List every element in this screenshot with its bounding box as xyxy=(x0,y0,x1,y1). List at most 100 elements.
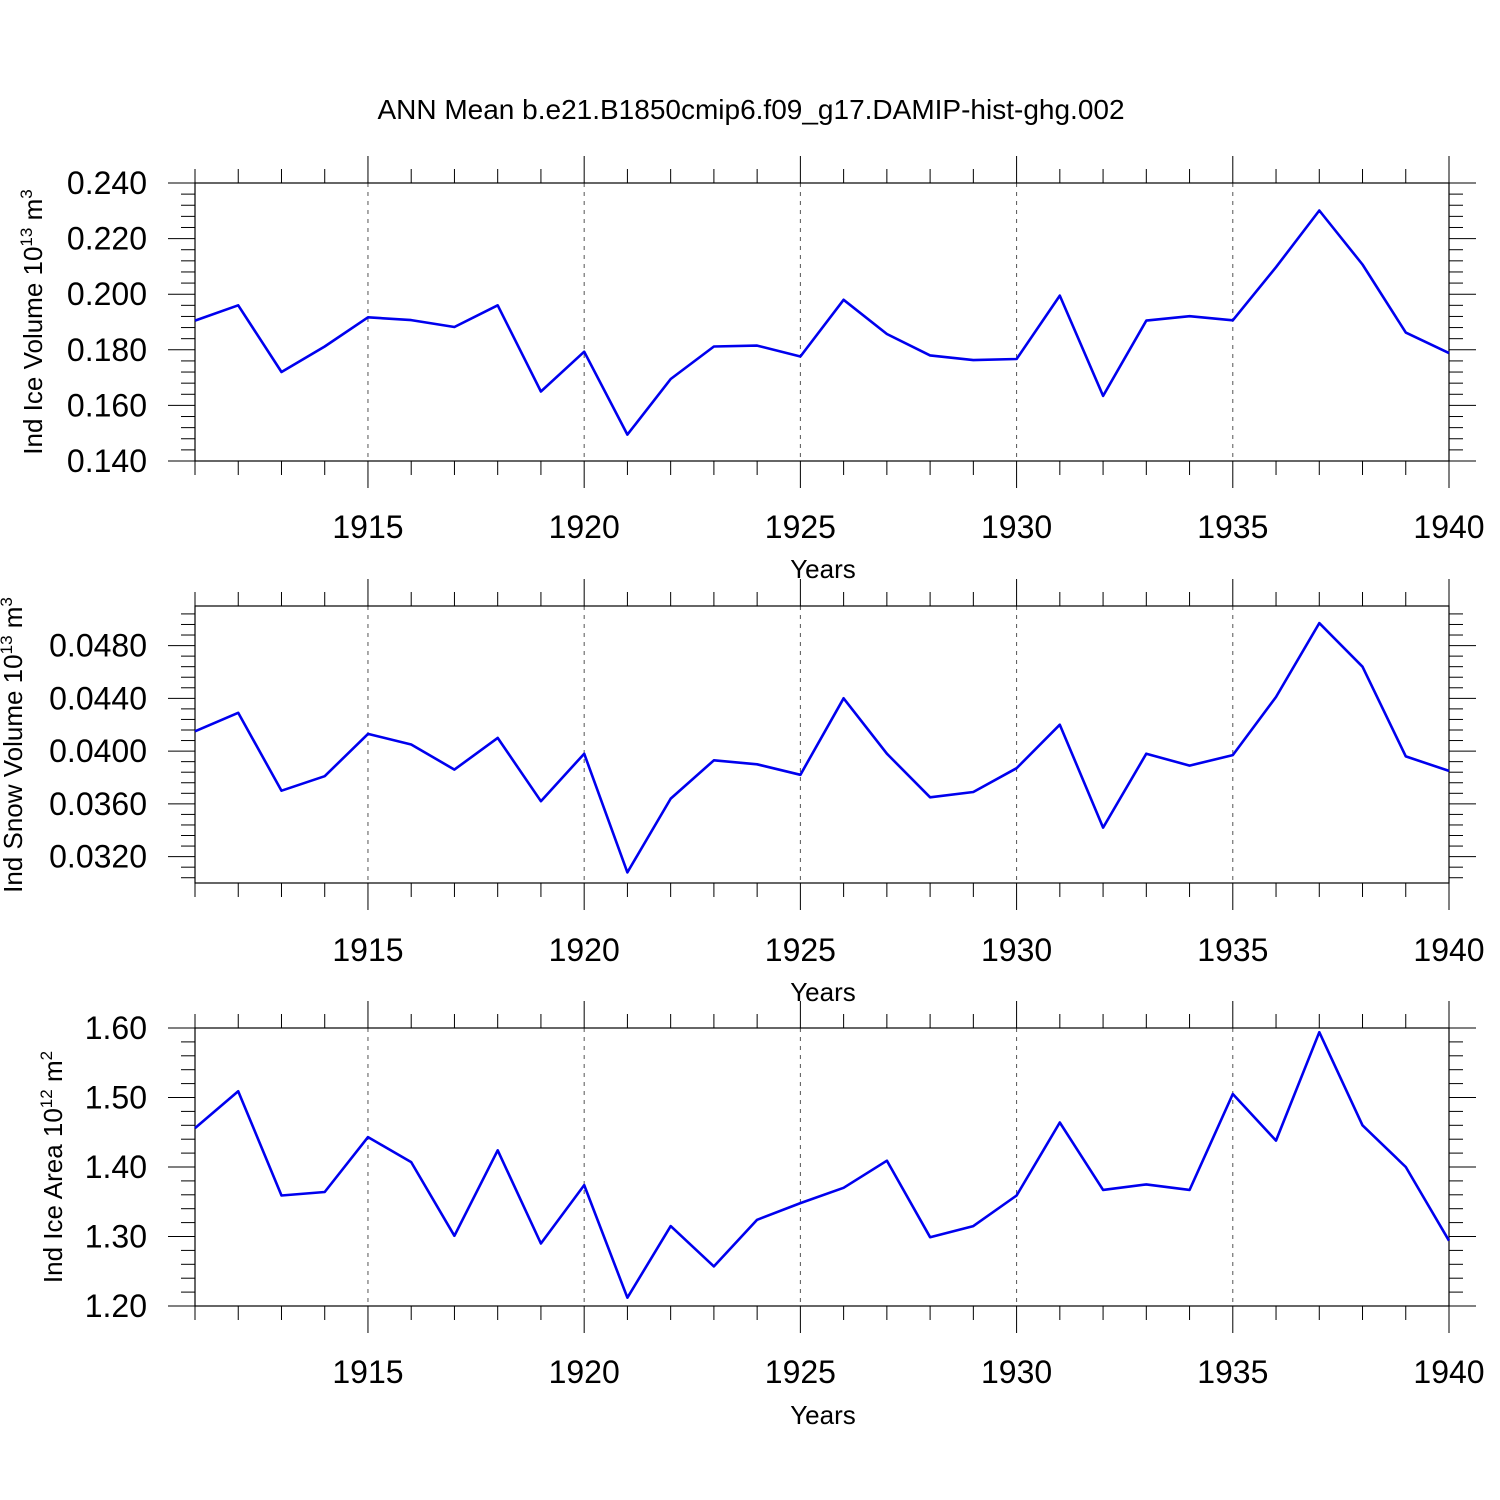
data-point xyxy=(756,344,759,347)
data-point xyxy=(1275,1139,1278,1142)
data-point xyxy=(496,1149,499,1152)
data-point xyxy=(886,1159,889,1162)
y-tick-label: 0.220 xyxy=(67,221,147,257)
x-tick-label: 1920 xyxy=(549,1354,620,1390)
y-tick-label: 1.40 xyxy=(85,1149,147,1185)
y-tick-label: 1.60 xyxy=(85,1010,147,1046)
data-point xyxy=(237,1090,240,1093)
y-axis-label-exponent: 13 xyxy=(17,228,36,247)
y-axis-label-unit-exponent: 2 xyxy=(37,1051,56,1060)
data-point xyxy=(367,1136,370,1139)
data-point xyxy=(1231,319,1234,322)
chart-panel-2: 0.0320 0.0360 0.0400 0.0440 0.0480 1915 1920 19… xyxy=(0,579,1485,1007)
y-tick-label: 0.240 xyxy=(67,165,147,201)
y-tick-label: 0.180 xyxy=(67,332,147,368)
data-point xyxy=(1361,1124,1364,1127)
data-point xyxy=(1448,770,1451,773)
data-point xyxy=(886,333,889,336)
y-tick-label: 0.140 xyxy=(67,443,147,479)
y-tick-label: 0.0440 xyxy=(49,680,147,716)
data-point xyxy=(194,730,197,733)
data-point xyxy=(1318,209,1321,212)
data-point xyxy=(496,737,499,740)
y-axis-label-text: Ind Ice Area 10 xyxy=(38,1108,68,1283)
data-point xyxy=(1231,754,1234,757)
data-point xyxy=(756,763,759,766)
data-point xyxy=(367,733,370,736)
y-axis-label-text: Ind Ice Volume 10 xyxy=(18,247,48,455)
data-point xyxy=(1404,331,1407,334)
data-point xyxy=(756,1219,759,1222)
data-point xyxy=(972,359,975,362)
data-point xyxy=(972,1225,975,1228)
data-point xyxy=(410,743,413,746)
x-tick-label: 1925 xyxy=(765,1354,836,1390)
data-point xyxy=(1145,319,1148,322)
y-axis-label: Ind Ice Area 1012 m2 xyxy=(37,1051,68,1283)
data-point xyxy=(1102,395,1105,398)
data-point xyxy=(1361,665,1364,668)
y-axis-label-unit-exponent: 3 xyxy=(17,189,36,198)
data-point xyxy=(496,304,499,307)
data-point xyxy=(929,796,932,799)
chart-panel-1: 0.140 0.160 0.180 0.200 0.220 0.240 1915 1920 19… xyxy=(17,156,1485,584)
data-point xyxy=(540,1242,543,1245)
data-point xyxy=(799,355,802,358)
x-tick-label: 1930 xyxy=(981,932,1052,968)
data-point xyxy=(1448,352,1451,355)
data-point xyxy=(1188,315,1191,318)
data-point xyxy=(194,1127,197,1130)
x-tick-label: 1935 xyxy=(1197,1354,1268,1390)
data-point xyxy=(626,433,629,436)
y-tick-label: 0.160 xyxy=(67,387,147,423)
series-line xyxy=(194,1030,1451,1299)
y-axis-label-unit: m xyxy=(18,199,48,228)
data-point xyxy=(1404,1166,1407,1169)
y-tick-label: 1.30 xyxy=(85,1219,147,1255)
data-point xyxy=(453,768,456,771)
series-line xyxy=(194,621,1450,874)
data-point xyxy=(1188,1189,1191,1192)
data-point xyxy=(367,316,370,319)
panels: 0.140 0.160 0.180 0.200 0.220 0.240 1915 1920 19… xyxy=(0,156,1485,1430)
x-tick-label: 1940 xyxy=(1413,509,1484,545)
data-point xyxy=(626,1296,629,1299)
data-point xyxy=(713,759,716,762)
data-point xyxy=(886,752,889,755)
x-tick-label: 1940 xyxy=(1413,1354,1484,1390)
data-point xyxy=(323,345,326,348)
figure-title: ANN Mean b.e21.B1850cmip6.f09_g17.DAMIP-… xyxy=(377,94,1124,125)
data-point xyxy=(583,350,586,353)
data-point xyxy=(453,1235,456,1238)
data-point xyxy=(842,697,845,700)
x-axis-label: Years xyxy=(790,554,856,584)
data-point xyxy=(1059,723,1062,726)
data-point xyxy=(1102,1189,1105,1192)
x-tick-label: 1935 xyxy=(1197,509,1268,545)
data-point xyxy=(280,1194,283,1197)
data-point xyxy=(1448,1239,1451,1242)
x-tick-label: 1920 xyxy=(549,509,620,545)
data-point xyxy=(669,378,672,381)
y-tick-label: 0.200 xyxy=(67,276,147,312)
x-axis-label: Years xyxy=(790,1400,856,1430)
data-point xyxy=(323,1191,326,1194)
data-point xyxy=(410,1161,413,1164)
data-point xyxy=(237,712,240,715)
data-point xyxy=(972,791,975,794)
data-point xyxy=(1145,1183,1148,1186)
x-tick-label: 1915 xyxy=(332,509,403,545)
x-tick-label: 1925 xyxy=(765,932,836,968)
data-point xyxy=(583,752,586,755)
series-line xyxy=(194,209,1450,436)
x-tick-label: 1930 xyxy=(981,1354,1052,1390)
data-point xyxy=(1188,764,1191,767)
data-point xyxy=(929,1236,932,1239)
x-tick-label: 1940 xyxy=(1413,932,1484,968)
y-axis-label-text: Ind Snow Volume 10 xyxy=(0,654,28,893)
data-point xyxy=(1059,294,1062,297)
y-axis-label-unit: m xyxy=(38,1060,68,1089)
plot-frame xyxy=(194,182,1450,462)
x-tick-label: 1920 xyxy=(549,932,620,968)
